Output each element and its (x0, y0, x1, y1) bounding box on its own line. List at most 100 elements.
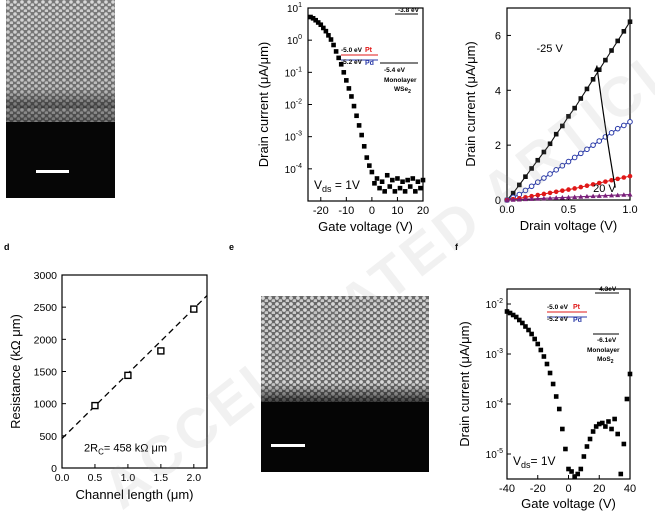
y-tick-label: 3000 (34, 270, 58, 282)
data-point (405, 177, 410, 183)
data-point (526, 327, 531, 333)
data-point (338, 61, 344, 67)
annotation-vds: Vds= 1V (513, 454, 556, 470)
data-point (621, 122, 627, 129)
data-point (627, 371, 633, 377)
inset-material-2: WSe2 (394, 86, 411, 95)
y-tick-label: 1000 (34, 399, 58, 411)
data-point (541, 175, 547, 181)
data-point (513, 314, 519, 320)
data-point (361, 144, 367, 149)
data-point (618, 471, 624, 477)
data-point (572, 474, 577, 479)
data-point (346, 86, 352, 91)
data-point (556, 406, 562, 412)
data-point (596, 138, 603, 144)
data-point (578, 96, 584, 101)
data-point (522, 196, 528, 202)
data-point (581, 454, 587, 459)
y-tick-label: 6 (495, 30, 501, 42)
data-point (609, 177, 614, 183)
data-point (336, 55, 341, 61)
data-point (517, 317, 522, 323)
x-tick-label: 0.5 (561, 204, 576, 216)
data-point (395, 176, 400, 181)
y-tick-label: 10-1 (285, 66, 302, 79)
data-point (563, 446, 568, 452)
y-tick-label: 2 (495, 140, 501, 152)
x-tick-label: 10 (391, 205, 403, 217)
x-tick-label: 20 (417, 205, 429, 217)
data-point (624, 396, 630, 402)
data-point (418, 185, 423, 191)
data-point (318, 22, 324, 28)
data-point (354, 113, 359, 119)
data-point (614, 125, 621, 132)
data-point (392, 189, 398, 194)
y-tick-label: 10-3 (486, 348, 503, 361)
data-point (584, 86, 590, 92)
x-tick-label: -20 (313, 205, 329, 217)
y-axis-label: Drain current (μA/μm) (463, 41, 478, 167)
data-point (553, 394, 559, 399)
data-point (367, 163, 372, 168)
panel-label-f: f (455, 242, 458, 252)
data-point (308, 14, 313, 20)
data-point (584, 146, 590, 153)
y-tick-label: 2000 (34, 334, 58, 346)
data-point (507, 310, 513, 316)
data-point (609, 192, 615, 198)
data-point (603, 57, 608, 63)
annotation-2rc: 2RC= 458 kΩ μm (84, 442, 167, 456)
x-tick-label: 2.0 (187, 472, 202, 484)
data-point (596, 193, 602, 198)
data-point (541, 195, 547, 201)
micrograph-e-image (261, 296, 429, 472)
scale-bar-a (36, 170, 69, 173)
data-point (310, 15, 316, 21)
data-point (627, 173, 633, 179)
data-point (341, 70, 347, 75)
x-tick-label: -20 (530, 483, 546, 495)
x-axis-label: Channel length (μm) (75, 487, 193, 502)
data-point (621, 175, 627, 180)
x-tick-label: 1.5 (154, 472, 169, 484)
data-point (621, 29, 627, 34)
data-point (584, 183, 590, 189)
data-point (600, 420, 605, 426)
x-tick-label: -40 (499, 483, 515, 495)
data-point (372, 181, 377, 186)
data-point (407, 184, 413, 189)
y-tick-label: 1500 (34, 367, 58, 379)
data-point (529, 166, 534, 171)
data-point (535, 157, 541, 163)
x-tick-label: 40 (624, 483, 636, 495)
x-tick-label: 0.0 (499, 204, 514, 216)
data-point (420, 177, 426, 183)
data-point (379, 179, 385, 184)
data-point (553, 189, 559, 195)
data-point (566, 187, 571, 192)
x-tick-label: 20 (593, 483, 605, 495)
data-point (532, 336, 537, 342)
inset-material-1: Monolayer (587, 347, 620, 354)
plot-frame (506, 7, 631, 201)
data-point (351, 103, 357, 109)
y-tick-label: 0 (51, 463, 57, 475)
y-tick-label: 10-4 (486, 398, 503, 411)
x-tick-label: 0.0 (55, 472, 70, 484)
data-point (400, 179, 405, 184)
micrograph-e (261, 296, 429, 472)
data-point (124, 371, 132, 380)
inset-material-2: MoS2 (597, 356, 614, 365)
data-point (410, 176, 416, 181)
data-point (590, 77, 596, 82)
chart-b-transfer-wse2: -20 -10 0 10 20 101 100 10-1 10-2 10-3 10-4 Gate vo… (256, 2, 429, 234)
inset-pd-energy: -5.2 eV (547, 316, 569, 323)
inset-pt-energy: -5.0 eV (547, 304, 569, 311)
data-point (615, 176, 620, 182)
y-tick-label: 10-2 (486, 298, 503, 311)
data-point (572, 105, 577, 111)
data-point (606, 419, 611, 424)
y-tick-label: 0 (495, 195, 501, 207)
